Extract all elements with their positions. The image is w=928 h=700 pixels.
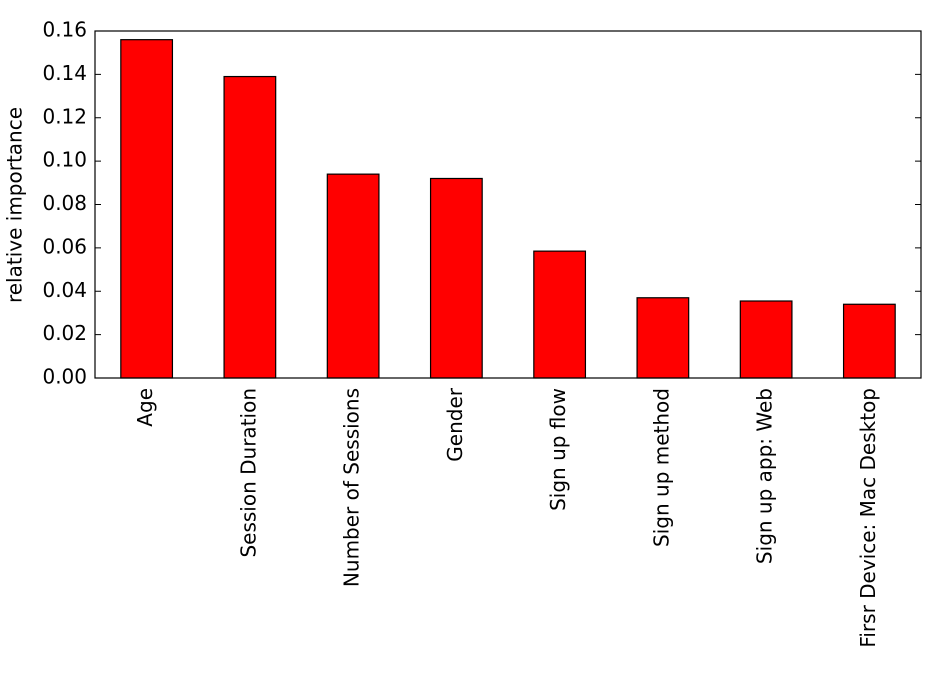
y-axis-label: relative importance [3,107,27,303]
bar [223,75,277,379]
y-tick-label: 0.06 [42,234,87,258]
y-tick-label: 0.04 [42,278,87,302]
y-tick-label: 0.08 [42,191,87,215]
bar [739,300,793,379]
x-tick-label: Number of Sessions [340,388,364,587]
bar [326,173,380,379]
x-tick-label: Gender [443,387,467,461]
y-tick-label: 0.10 [42,148,87,172]
y-tick-label: 0.16 [42,18,87,42]
y-tick-label: 0.14 [42,61,87,85]
y-tick-label: 0.00 [42,365,87,389]
bar [842,303,896,379]
bar [120,39,174,379]
x-tick-label: Sign up flow [546,388,570,511]
bar [533,250,587,379]
bar [636,297,690,379]
x-tick-label: Sign up app: Web [753,388,777,564]
x-tick-label: Sign up method [649,388,673,547]
bar [429,177,483,379]
x-tick-label: Session Duration [236,388,260,558]
plot-frame [94,30,922,379]
x-tick-label: Age [133,388,157,427]
y-tick-label: 0.12 [42,104,87,128]
y-tick-label: 0.02 [42,321,87,345]
x-tick-label: Firsr Device: Mac Desktop [856,388,880,648]
